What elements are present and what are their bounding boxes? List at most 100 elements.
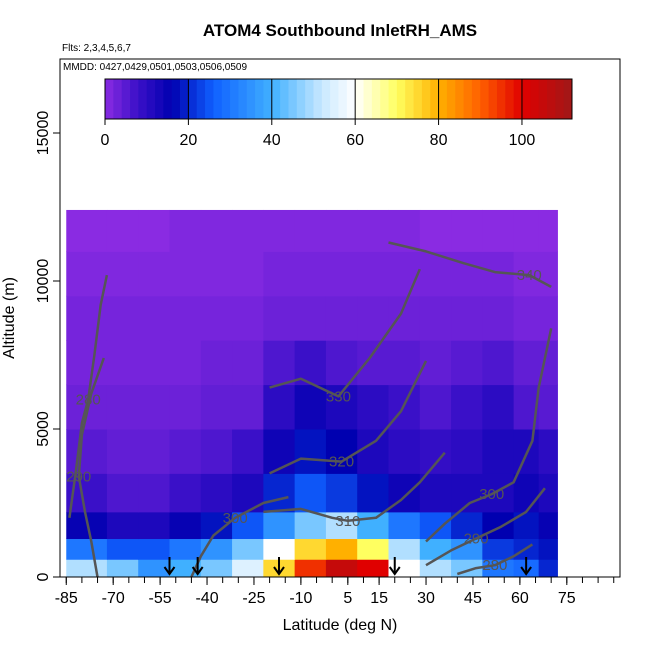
heatmap-cell [138,295,170,341]
colorbar-swatch [538,79,548,119]
heatmap-cell [482,559,515,577]
heatmap-cell [263,473,296,513]
heatmap-cell [294,340,327,386]
theta-contour-line [425,487,546,567]
heatmap-cell [138,429,170,474]
colorbar-swatch [221,79,231,119]
colorbar-swatch [263,79,273,119]
heatmap-cell [451,384,483,430]
heatmap-cell [419,429,452,474]
arrow-head [163,566,176,576]
colorbar-swatch [421,79,431,119]
colorbar-swatch [496,79,506,119]
heatmap-cell [169,511,202,540]
heatmap-cell [538,559,558,577]
colorbar-swatch [546,79,556,119]
heatmap-cell [451,209,483,252]
colorbar-swatch [121,79,131,119]
heatmap-cell [325,251,358,297]
heatmap-cell [325,559,358,577]
heatmap-cell [106,429,139,474]
heatmap-cell [169,295,202,341]
heatmap-cell [357,251,389,297]
heatmap-cell [388,559,421,577]
x-tick-label: 60 [511,590,529,607]
heatmap-cell [138,559,170,577]
colorbar-swatch [255,79,264,119]
heatmap-cell [138,473,170,513]
theta-contour-label: 290 [464,531,489,548]
theta-contour-line [388,241,552,289]
heatmap-cell [419,295,452,341]
arrow-marker [388,557,401,576]
colorbar-swatch [138,79,148,119]
y-tick-label: 0 [35,572,52,581]
x-tick-label: 75 [558,590,576,607]
heatmap-cell [200,559,233,577]
heatmap-cell [232,251,264,297]
colorbar-swatch [488,79,498,119]
heatmap-cell [106,209,139,252]
heatmap-cell [263,511,296,540]
y-tick-label: 5000 [35,411,52,447]
heatmap-cell [200,209,233,252]
heatmap-cell [357,473,389,513]
heatmap-cell [325,209,358,252]
colorbar-swatch [363,79,373,119]
colorbar-swatch [463,79,473,119]
heatmap-cell [419,511,452,540]
chart-title: ATOM4 Southbound InletRH_AMS [203,21,477,40]
heatmap-cell [106,295,139,341]
colorbar-swatch [205,79,214,119]
theta-contour-line [190,495,289,577]
x-tick-label: 30 [417,590,435,607]
heatmap-cell [419,473,452,513]
heatmap-cell [482,511,515,540]
colorbar-swatch [446,79,456,119]
heatmap-cell [138,384,170,430]
heatmap-cell [263,538,296,560]
heatmap-cell [138,511,170,540]
colorbar-swatch [146,79,156,119]
x-tick-label: -70 [102,590,125,607]
heatmap-cell [538,384,558,430]
x-axis: -85 -70 -55 -40 -25 -10 5 15 30 45 60 75 [55,577,615,607]
heatmap-cell [388,340,421,386]
heatmap-cell [138,251,170,297]
heatmap-cell [106,473,139,513]
heatmap-cell [325,295,358,341]
theta-contour-label: 280 [76,391,101,408]
y-axis-label: Altitude (m) [1,277,18,359]
colorbar-swatch [280,79,289,119]
x-tick-label: -55 [149,590,172,607]
colorbar-swatch [438,79,448,119]
heatmap-cell [451,340,483,386]
colorbar-tick-label: 20 [179,132,197,149]
colorbar-swatch [288,79,298,119]
heatmap-cell [419,209,452,252]
x-tick-label: -25 [242,590,265,607]
heatmap-cell [232,209,264,252]
rh-heatmap [66,209,558,577]
heatmap-cell [538,295,558,341]
heatmap-cell [232,384,264,430]
heatmap-cell [169,251,202,297]
plot-frame [59,58,621,578]
heatmap-cell [325,538,358,560]
heatmap-cell [357,429,389,474]
heatmap-cell [138,538,170,560]
colorbar-swatch [371,79,381,119]
x-tick-label: -10 [289,590,312,607]
heatmap-cell [294,559,327,577]
heatmap-cell [106,538,139,560]
colorbar-swatch [530,79,540,119]
heatmap-cell [513,209,540,252]
theta-contour-label: 300 [223,510,248,527]
heatmap-cell [357,559,389,577]
colorbar-swatch [188,79,198,119]
heatmap-cell [357,340,389,386]
theta-contour-line [68,274,109,518]
arrow-head [520,566,532,576]
arrow-marker [520,557,532,576]
